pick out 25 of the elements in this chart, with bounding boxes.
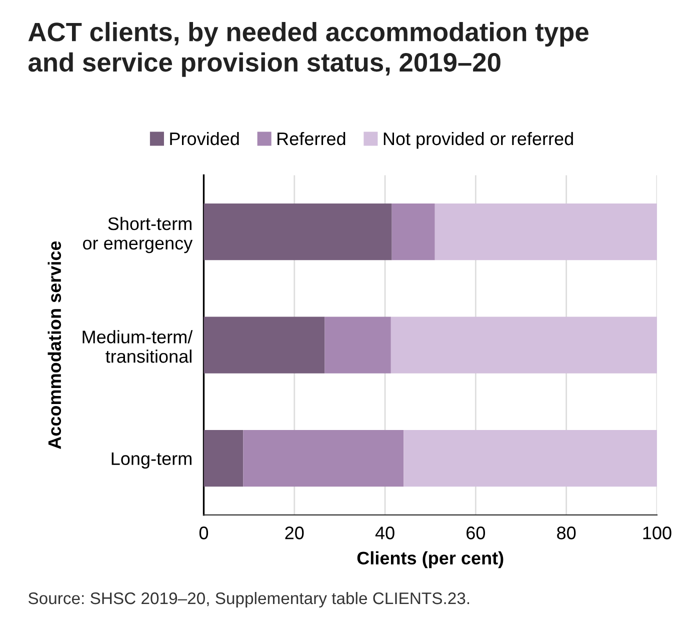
chart-title: ACT clients, by needed accommodation type and service provision status, 2019–20 [28, 22, 588, 77]
x-tick-label: 40 [375, 526, 394, 540]
x-tick-label: 80 [557, 526, 576, 540]
bar [404, 430, 657, 487]
x-tick-label: 60 [466, 526, 486, 540]
bar [243, 430, 404, 487]
legend-label: Not provided or referred [384, 132, 573, 149]
bar [204, 204, 392, 260]
y-tick-label: Long-term [112, 452, 192, 469]
legend-label: Referred [278, 132, 346, 146]
bar [204, 430, 244, 487]
bar [434, 204, 657, 260]
x-axis-title: Clients (per cent) [357, 551, 504, 568]
x-tick-label: 100 [643, 526, 672, 540]
bar [392, 204, 435, 260]
y-tick-label: Short-term or emergency [83, 216, 193, 254]
bar [204, 316, 325, 374]
bar [324, 316, 391, 374]
x-tick-label: 0 [199, 526, 208, 540]
x-tick-label: 20 [285, 526, 304, 540]
legend-label: Provided [170, 132, 239, 146]
y-tick-label: Medium-term/ transitional [82, 330, 193, 363]
y-axis-title: Accommodation service [48, 241, 62, 449]
bar [390, 316, 657, 374]
source-note: Source: SHSC 2019–20, Supplementary table CLIENTS.23. [28, 592, 470, 608]
